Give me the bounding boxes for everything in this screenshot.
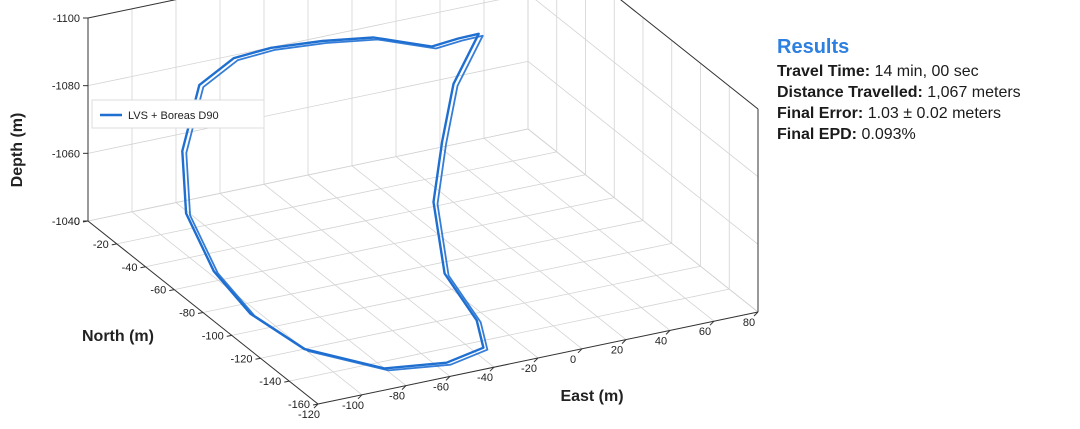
- y-tick-mark: [169, 289, 175, 292]
- y-tick-label: -20: [93, 239, 109, 251]
- x-tick-label: -20: [521, 363, 537, 375]
- x-tick-mark: [577, 348, 583, 354]
- result-value: 1,067 meters: [927, 84, 1021, 101]
- x-tick-mark: [445, 376, 451, 381]
- y-tick-mark: [111, 243, 117, 246]
- z-tick-label: -1040: [52, 216, 80, 228]
- y-tick-mark: [255, 357, 261, 360]
- y-axis-label: North (m): [82, 328, 154, 345]
- y-tick-label: -40: [122, 262, 138, 274]
- back-wall-gridline-horizontal: [87, 0, 500, 87]
- x-tick-label: 80: [743, 317, 755, 329]
- floor-gridline-north: [202, 220, 644, 313]
- x-tick-label: -80: [389, 391, 405, 403]
- legend: LVS + Boreas D90: [91, 99, 265, 129]
- result-key: Final EPD:: [777, 126, 858, 143]
- floor-gridline-north: [289, 288, 730, 382]
- x-tick-mark: [753, 311, 759, 317]
- side-wall-gridline-horizontal: [527, 61, 759, 245]
- x-axis-label: East (m): [560, 388, 623, 405]
- floor-gridline-north: [174, 197, 615, 291]
- back-wall-gridline-horizontal: [87, 60, 529, 154]
- result-key: Travel Time:: [777, 63, 871, 80]
- y-tick-mark: [284, 380, 290, 383]
- side-top-edge: [620, 0, 759, 110]
- x-tick-mark: [665, 330, 671, 335]
- result-distance: Distance Travelled: 1,067 meters: [777, 82, 1021, 103]
- legend-entry: LVS + Boreas D90: [128, 110, 219, 122]
- x-tick-label: 40: [655, 335, 667, 347]
- back-top-edge: [87, 0, 177, 19]
- tick-labels: -120 -100 -80 -60 -40 -20 0 20 40 60 80 0 -20 -40 -60 -…: [52, 13, 759, 421]
- y-tick-label: -80: [179, 308, 195, 320]
- trajectory-3d-chart: -120 -100 -80 -60 -40 -20 0 20 40 60 80 0 -20 -40 -60 -…: [9, 0, 759, 421]
- y-tick-label: 0: [74, 216, 80, 228]
- result-final-error: Final Error: 1.03 ± 0.02 meters: [777, 103, 1021, 124]
- results-title: Results: [777, 36, 850, 58]
- x-tick-mark: [313, 403, 319, 409]
- z-axis-label: Depth (m): [9, 113, 26, 188]
- x-tick-label: 20: [611, 345, 623, 357]
- floor-gridline-north: [260, 265, 701, 359]
- x-tick-mark: [489, 366, 495, 372]
- data-layer: [181, 32, 489, 372]
- y-tick-mark: [197, 312, 204, 314]
- x-tick-label: -120: [298, 409, 320, 421]
- result-value: 1.03 ± 0.02 meters: [867, 105, 1001, 122]
- floor-gridline-north: [231, 242, 672, 336]
- result-value: 14 min, 00 sec: [874, 63, 979, 80]
- floor-gridline-north: [145, 174, 586, 268]
- y-tick-label: -120: [230, 353, 252, 365]
- y-tick-mark: [226, 334, 232, 337]
- x-tick-mark: [709, 320, 715, 326]
- y-tick-label: -140: [259, 376, 281, 388]
- y-tick-mark: [140, 266, 146, 269]
- floor-gridline-north: [116, 151, 557, 245]
- y-tick-mark: [312, 403, 319, 406]
- result-key: Distance Travelled:: [777, 84, 923, 101]
- z-tick-label: -1080: [52, 81, 80, 93]
- results-panel: Results Travel Time: 14 min, 00 sec Dist…: [777, 36, 1021, 145]
- result-value: 0.093%: [861, 126, 916, 143]
- result-final-epd: Final EPD: 0.093%: [777, 124, 1021, 145]
- x-tick-label: -100: [342, 400, 364, 412]
- x-tick-mark: [621, 339, 627, 344]
- y-tick-label: -60: [150, 285, 166, 297]
- trajectory-line-offset: [185, 34, 489, 372]
- side-wall-gridline-horizontal: [535, 0, 759, 177]
- x-tick-mark: [533, 357, 539, 363]
- trajectory-line: [181, 32, 485, 370]
- x-tick-mark: [401, 385, 407, 390]
- x-tick-label: 60: [699, 326, 711, 338]
- z-tick-label: -1060: [52, 148, 80, 160]
- x-tick-label: 0: [570, 354, 576, 366]
- z-tick-label: -1100: [53, 13, 80, 25]
- x-tick-mark: [357, 394, 363, 400]
- side-wall-gridline-horizontal: [527, 128, 759, 313]
- y-tick-label: -100: [202, 330, 224, 342]
- x-tick-label: -60: [433, 381, 449, 393]
- back-wall-gridline-horizontal: [87, 128, 529, 222]
- result-travel-time: Travel Time: 14 min, 00 sec: [777, 61, 1021, 82]
- y-tick-label: -160: [288, 399, 310, 411]
- x-tick-label: -40: [477, 372, 493, 384]
- result-key: Final Error:: [777, 105, 864, 122]
